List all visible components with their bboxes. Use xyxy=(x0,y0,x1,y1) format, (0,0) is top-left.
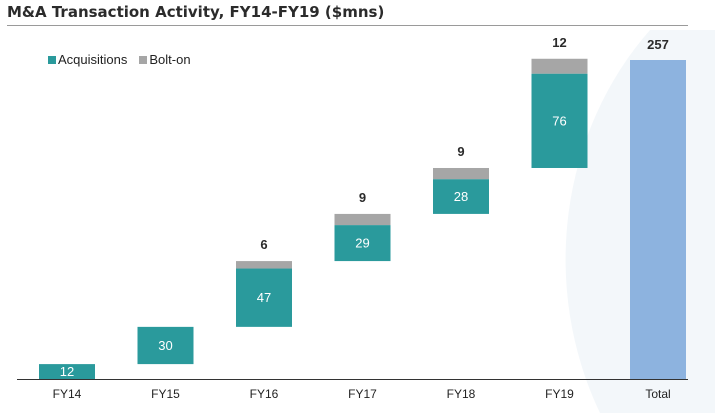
bar-acquisitions-fy17 xyxy=(334,225,391,262)
x-tick-label-fy17: FY17 xyxy=(348,387,377,401)
x-tick-label-total: Total xyxy=(645,387,670,401)
legend-item-bolt-on: Bolt-on xyxy=(139,52,191,67)
x-tick-label-fy18: FY18 xyxy=(447,387,476,401)
bar-bolt-on-fy16 xyxy=(236,261,292,269)
data-label-bolt-on-fy16: 6 xyxy=(260,237,267,252)
bar-acquisitions-fy14 xyxy=(39,364,95,379)
data-label-acquisitions-fy16: 47 xyxy=(257,290,271,305)
x-tick-label-fy14: FY14 xyxy=(53,387,82,401)
bar-bolt-on-fy18 xyxy=(433,167,489,180)
bar-acquisitions-fy19 xyxy=(531,73,588,168)
chart-title: M&A Transaction Activity, FY14-FY19 ($mn… xyxy=(7,3,385,21)
legend-swatch-acquisitions xyxy=(48,55,56,64)
title-divider xyxy=(7,25,688,26)
data-label-total: 257 xyxy=(647,37,669,52)
x-tick-label-fy19: FY19 xyxy=(545,387,574,401)
bar-bolt-on-fy19 xyxy=(531,58,588,74)
bar-acquisitions-fy18 xyxy=(433,179,489,214)
legend-swatch-bolt-on xyxy=(139,55,148,64)
legend-label-bolt-on: Bolt-on xyxy=(149,52,191,67)
data-label-acquisitions-fy19: 76 xyxy=(552,113,566,128)
data-label-acquisitions-fy18: 28 xyxy=(454,189,468,204)
legend-label-acquisitions: Acquisitions xyxy=(58,52,128,67)
data-label-acquisitions-fy14: 12 xyxy=(60,364,74,379)
bar-acquisitions-fy16 xyxy=(236,268,292,327)
data-label-bolt-on-fy18: 9 xyxy=(457,144,464,159)
data-label-acquisitions-fy15: 30 xyxy=(158,338,172,353)
x-tick-label-fy15: FY15 xyxy=(151,387,180,401)
legend-item-acquisitions: Acquisitions xyxy=(48,52,127,67)
x-tick-label-fy16: FY16 xyxy=(250,387,279,401)
data-label-bolt-on-fy19: 12 xyxy=(552,35,566,50)
data-label-acquisitions-fy17: 29 xyxy=(355,236,369,251)
chart-legend: Acquisitions Bolt-on xyxy=(48,52,191,67)
bar-acquisitions-fy15 xyxy=(137,326,194,365)
bar-bolt-on-fy17 xyxy=(334,213,391,226)
data-label-bolt-on-fy17: 9 xyxy=(359,190,366,205)
bar-total xyxy=(630,60,686,379)
